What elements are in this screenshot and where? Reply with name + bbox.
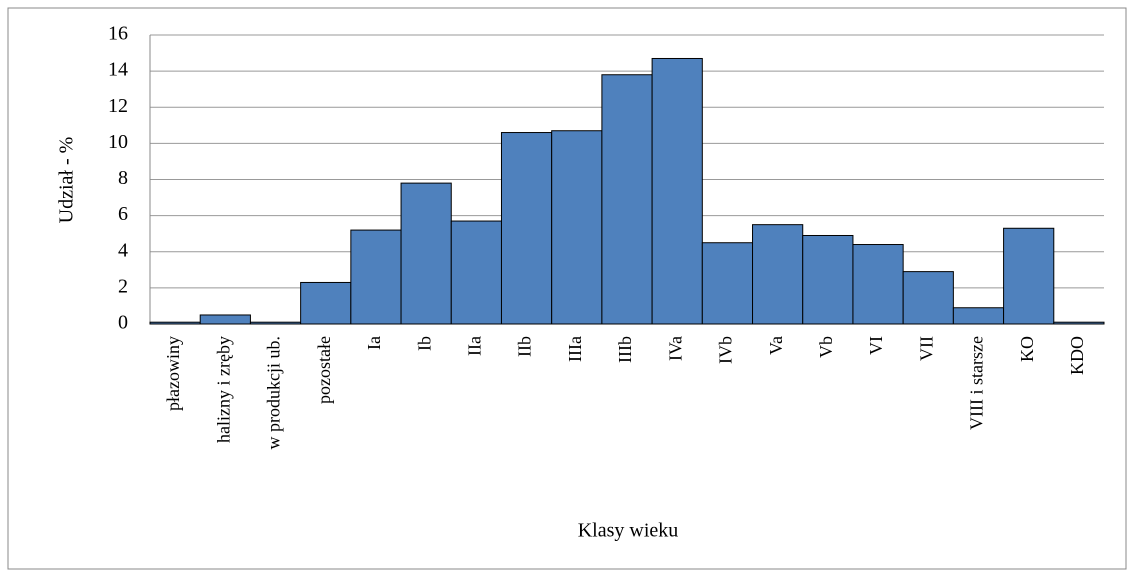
bar	[1003, 227, 1055, 325]
x-tick-label: Vb	[816, 336, 836, 358]
x-tick-label: IIIa	[565, 336, 585, 362]
y-axis-label: Udział - %	[56, 137, 78, 224]
x-tick-label: IIa	[464, 336, 484, 356]
x-tick-label: VI	[866, 336, 886, 355]
bar	[400, 182, 452, 325]
x-tick-label: Va	[766, 336, 786, 355]
bar	[701, 242, 754, 325]
y-tick-label: 6	[118, 203, 128, 225]
bar	[350, 229, 402, 325]
bar	[551, 130, 603, 325]
bar	[601, 74, 653, 325]
x-tick-label: w produkcji ub.	[264, 336, 284, 449]
bar	[651, 57, 703, 325]
bar	[450, 220, 502, 325]
x-tick-label: pozostałe	[314, 336, 334, 404]
x-tick-label: VII	[916, 336, 936, 361]
x-tick-label: płazowiny	[163, 336, 183, 411]
bar	[852, 244, 904, 325]
x-tick-label: Ia	[364, 336, 384, 350]
y-tick-label: 10	[108, 131, 128, 153]
x-tick-label: VIII i starsze	[967, 336, 987, 430]
bar	[752, 224, 804, 325]
y-tick-label: 14	[108, 59, 128, 81]
x-axis-label: Klasy wieku	[578, 520, 679, 542]
bar	[952, 307, 1005, 325]
x-tick-label: IVa	[665, 336, 685, 361]
bar	[249, 321, 302, 325]
y-tick-label: 16	[108, 23, 128, 45]
bar	[300, 281, 352, 325]
bar	[199, 314, 251, 325]
bar	[1053, 321, 1105, 325]
x-tick-label: IIIb	[615, 336, 635, 363]
x-tick-label: KDO	[1067, 336, 1087, 375]
x-tick-label: halizny i zręby	[213, 336, 233, 443]
y-tick-label: 0	[118, 312, 128, 334]
x-tick-label: IIb	[515, 336, 535, 357]
y-tick-label: 4	[118, 239, 128, 261]
bar	[500, 132, 553, 325]
y-tick-label: 2	[118, 275, 128, 297]
bar	[802, 234, 854, 325]
x-tick-label: IVb	[716, 336, 736, 364]
x-tick-label: KO	[1017, 336, 1037, 362]
y-tick-label: 12	[108, 95, 128, 117]
bar	[149, 321, 201, 325]
x-tick-label: Ib	[414, 336, 434, 351]
chart-frame	[7, 7, 1127, 570]
y-tick-label: 8	[118, 167, 128, 189]
bar	[902, 271, 954, 325]
